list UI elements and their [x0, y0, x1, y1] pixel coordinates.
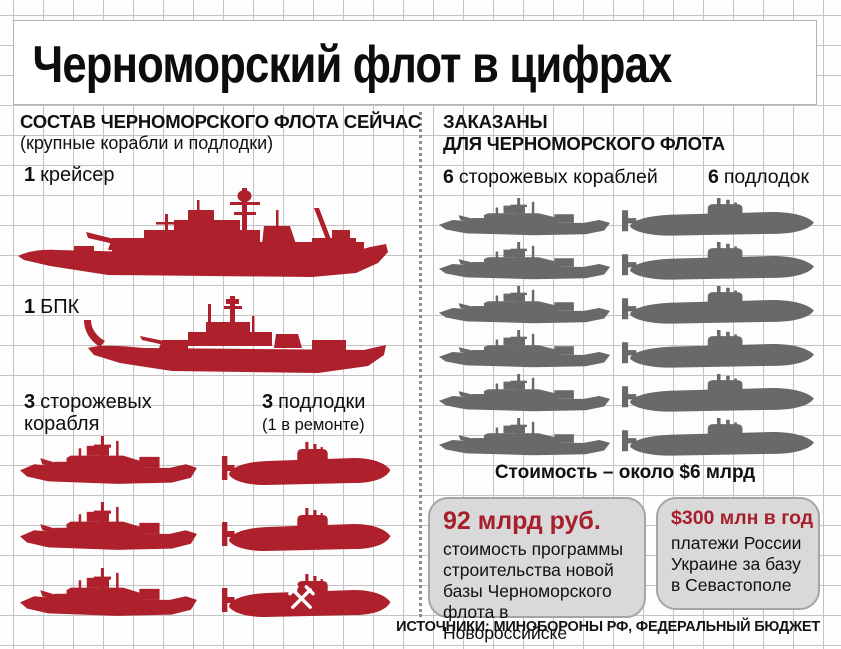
- current-fleet-heading: СОСТАВ ЧЕРНОМОРСКОГО ФЛОТА СЕЙЧАС: [20, 111, 421, 132]
- ordered-ships-count: 6: [443, 166, 454, 188]
- ordered-subs-count: 6: [708, 166, 719, 188]
- ordered-ship-silhouette: [437, 330, 613, 372]
- sevastopol-payment-value: $300 млн в год: [671, 507, 814, 529]
- patrol-ships-label: 3 сторожевых корабля: [24, 391, 152, 435]
- sources-line: ИСТОЧНИКИ: МИНОБОРОНЫ РФ, ФЕДЕРАЛЬНЫЙ БЮ…: [396, 619, 820, 635]
- ordered-subs-label-text: подлодок: [723, 166, 809, 188]
- submarines-count: 3: [262, 391, 274, 413]
- patrol-ship-silhouette: [18, 568, 200, 622]
- patrol-ships-label-line2: корабля: [24, 413, 100, 435]
- ordered-cost-note: Стоимость – около $6 млрд: [494, 462, 756, 483]
- ordered-heading-line2: ДЛЯ ЧЕРНОМОРСКОГО ФЛОТА: [443, 133, 725, 154]
- cruiser-silhouette: [16, 186, 390, 288]
- novorossiysk-cost-box: 92 млрд руб. стоимость программы строите…: [428, 497, 646, 643]
- ordered-submarine-silhouette: [622, 330, 818, 372]
- cruiser-label: 1 крейсер: [24, 164, 115, 186]
- bpk-silhouette: [80, 296, 390, 384]
- ordered-heading-line1: ЗАКАЗАНЫ: [443, 111, 548, 132]
- ordered-submarine-silhouette: [622, 286, 818, 328]
- repair-hammers-icon: [288, 585, 315, 609]
- bpk-label: 1 БПК: [24, 296, 79, 318]
- ordered-ships-label: 6 сторожевых кораблей: [443, 166, 658, 188]
- ordered-ships-label-text: сторожевых кораблей: [458, 166, 658, 188]
- sevastopol-payment-box: $300 млн в год платежи России Украине за…: [656, 497, 820, 610]
- ordered-submarine-silhouette: [622, 374, 818, 416]
- ordered-ship-silhouette: [437, 286, 613, 328]
- submarines-label-text: подлодки: [278, 391, 366, 413]
- bpk-count: 1: [24, 296, 36, 318]
- ordered-ship-silhouette: [437, 418, 613, 460]
- ordered-submarine-silhouette: [622, 418, 818, 460]
- patrol-ships-label-line1: сторожевых: [40, 391, 152, 413]
- column-divider: [419, 112, 422, 617]
- patrol-ship-silhouette: [18, 436, 200, 490]
- ordered-subs-label: 6 подлодок: [708, 166, 809, 188]
- ordered-ship-silhouette: [437, 374, 613, 416]
- cruiser-count: 1: [24, 164, 36, 186]
- cruiser-label-text: крейсер: [40, 164, 115, 186]
- title-panel: Черноморский флот в цифрах: [13, 20, 817, 105]
- submarines-label: 3 подлодки (1 в ремонте): [262, 391, 365, 436]
- ordered-ship-silhouette: [437, 242, 613, 284]
- ordered-submarine-silhouette: [622, 242, 818, 284]
- bpk-label-text: БПК: [40, 296, 80, 318]
- novorossiysk-cost-value: 92 млрд руб.: [443, 507, 601, 535]
- sevastopol-payment-description: платежи России Украине за базу в Севасто…: [671, 533, 802, 595]
- submarines-repair-note: (1 в ремонте): [262, 416, 365, 434]
- page-title: Черноморский флот в цифрах: [32, 36, 672, 94]
- submarine-silhouette: [222, 508, 394, 556]
- ordered-ship-silhouette: [437, 198, 613, 240]
- patrol-ship-silhouette: [18, 502, 200, 556]
- novorossiysk-cost-description: стоимость программы строительства новой …: [443, 539, 624, 643]
- current-fleet-subheading: (крупные корабли и подлодки): [20, 133, 274, 153]
- ordered-submarine-silhouette: [622, 198, 818, 240]
- submarine-silhouette: [222, 442, 394, 490]
- patrol-ships-count: 3: [24, 391, 36, 413]
